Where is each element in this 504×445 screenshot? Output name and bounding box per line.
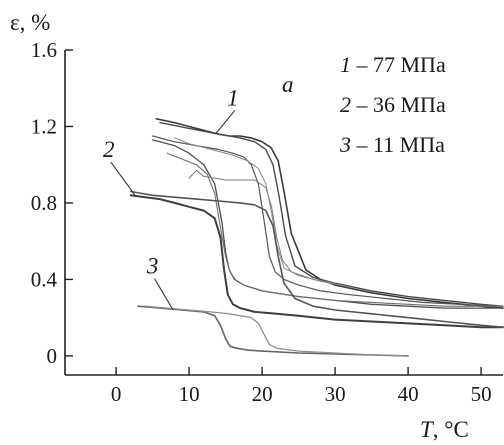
- curve-label-1: 1: [227, 85, 239, 110]
- y-tick-label: 0: [47, 344, 58, 368]
- x-axis-unit: , °C: [433, 417, 469, 442]
- x-tick-label: 30: [325, 382, 346, 406]
- y-tick-label: 1.2: [31, 114, 57, 138]
- curve-label-2: 2: [103, 137, 115, 162]
- legend-entry-1-number: 1: [340, 52, 351, 77]
- legend-entry-1-text: – 77 МПа: [351, 52, 446, 77]
- y-tick-label: 0.4: [31, 267, 58, 291]
- plot-lines: [129, 118, 504, 357]
- legend-entry-3-number: 3: [339, 132, 351, 157]
- x-tick-label: 50: [471, 382, 492, 406]
- x-tick-label: 20: [252, 382, 273, 406]
- curve-annotations: 1 2 3: [103, 85, 239, 311]
- curve-label-leader-3: [154, 278, 174, 311]
- series-3-curve-11: [144, 305, 409, 357]
- x-axis-symbol: T: [420, 417, 435, 442]
- panel-label: a: [282, 72, 294, 97]
- ticks: 0 0.4 0.8 1.2 1.6 0 10 20 30 40 50: [31, 38, 492, 406]
- y-tick-label: 1.6: [31, 38, 57, 62]
- series-1-curve-2: [159, 121, 504, 307]
- legend-entry-2: 2 – 36 МПа: [340, 92, 446, 117]
- y-axis-title: ε, %: [10, 10, 50, 35]
- series-1-curve-7: [174, 137, 351, 288]
- legend-entry-3: 3 – 11 МПа: [339, 132, 445, 157]
- x-axis-title: T, °C: [420, 417, 469, 442]
- legend-entry-2-number: 2: [340, 92, 351, 117]
- legend-entry-3-text: – 11 МПа: [351, 132, 445, 157]
- legend: 1 – 77 МПа 2 – 36 МПа 3 – 11 МПа: [339, 52, 446, 157]
- legend-entry-2-text: – 36 МПа: [351, 92, 446, 117]
- series-2-curve-9: [129, 190, 504, 329]
- curve-label-leader-2: [110, 161, 136, 196]
- x-tick-label: 0: [111, 382, 122, 406]
- series-1-curve-5: [166, 152, 504, 307]
- series-2-curve-8: [129, 194, 504, 329]
- curve-label-3: 3: [146, 254, 159, 279]
- legend-entry-1: 1 – 77 МПа: [340, 52, 446, 77]
- x-tick-label: 40: [398, 382, 419, 406]
- axes: [64, 50, 503, 376]
- series-1-curve-6: [188, 169, 336, 284]
- series-1-curve-3: [152, 135, 504, 307]
- y-tick-label: 0.8: [31, 191, 57, 215]
- x-tick-label: 10: [179, 382, 200, 406]
- curve-label-leader-1: [214, 110, 236, 135]
